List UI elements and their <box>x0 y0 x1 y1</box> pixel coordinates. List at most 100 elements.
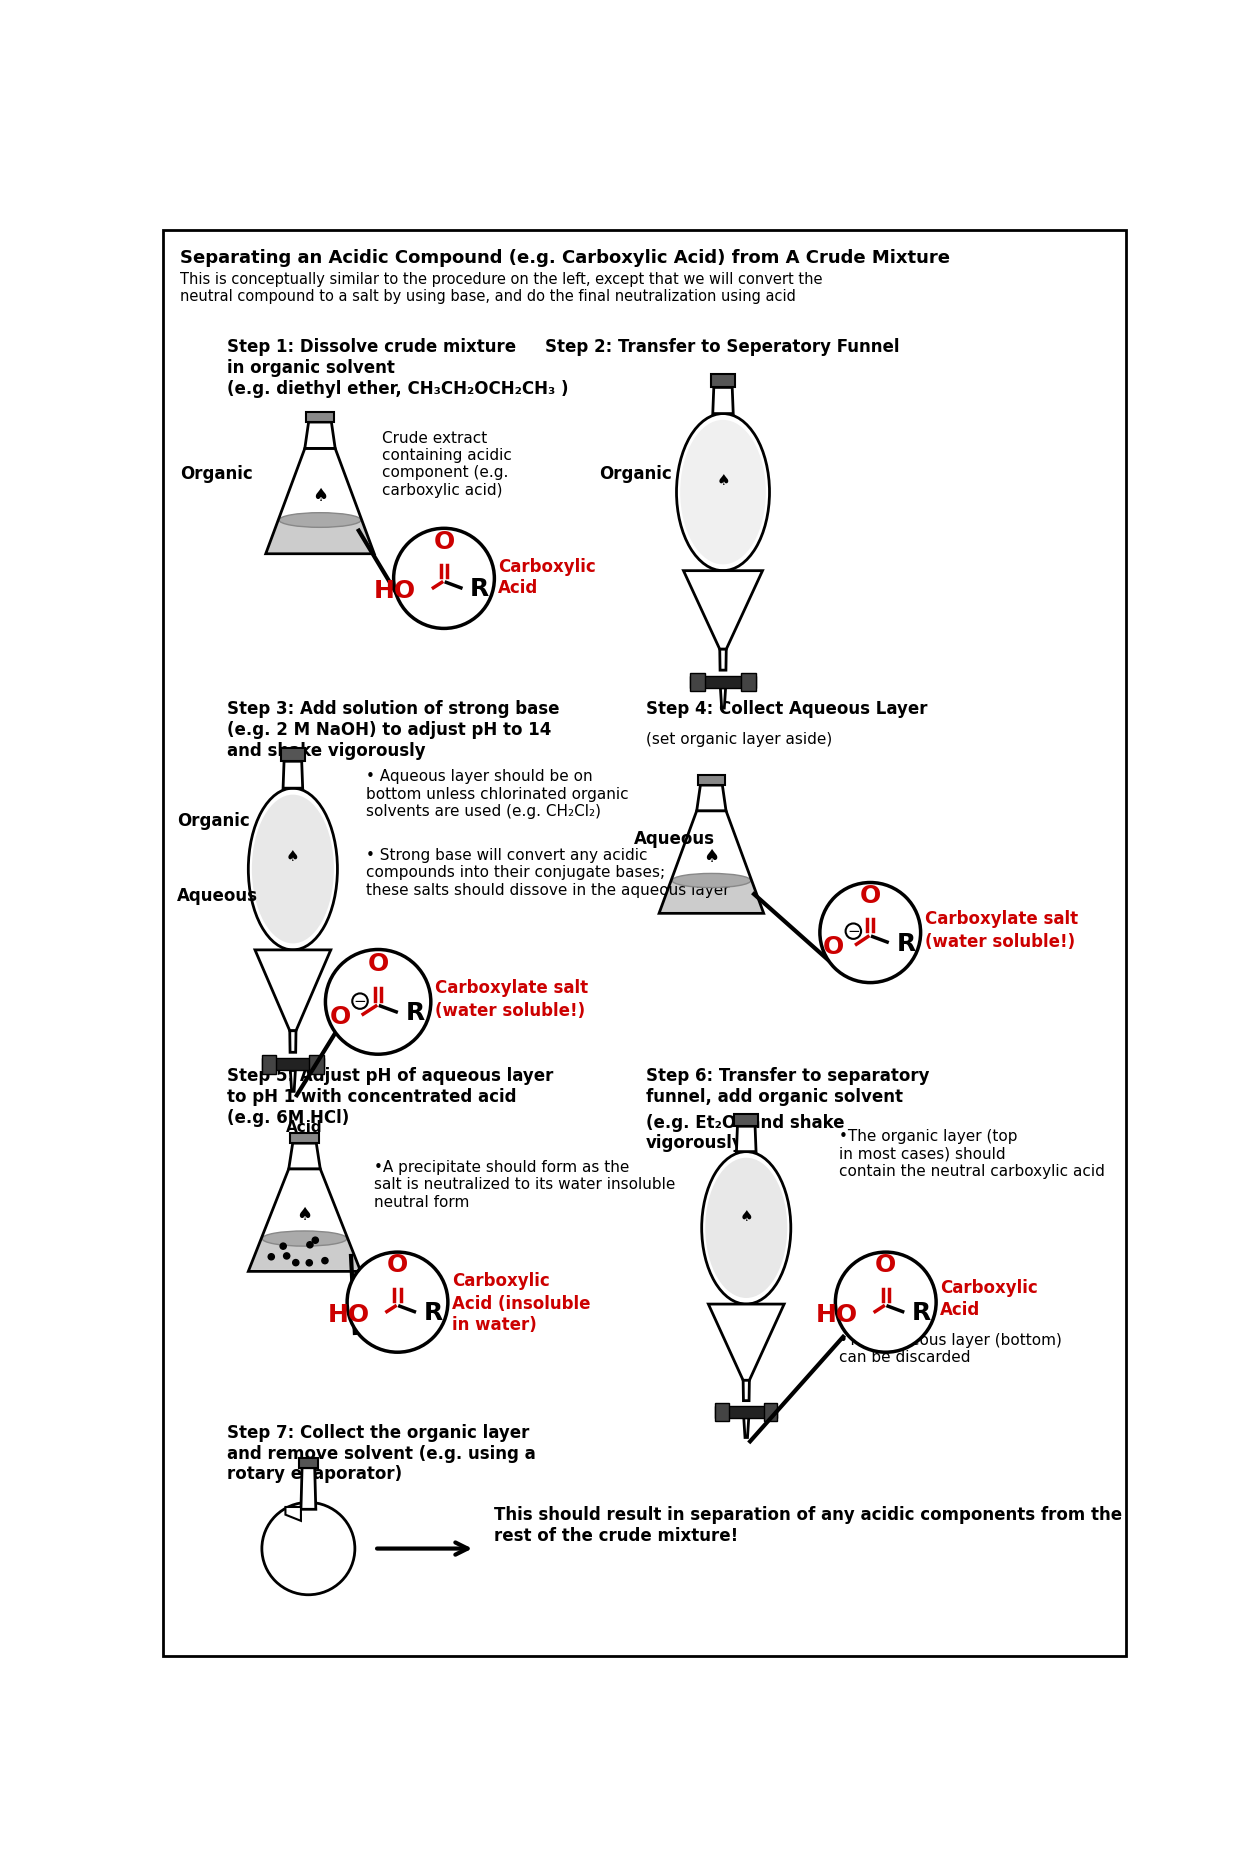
Circle shape <box>283 1253 289 1259</box>
Text: Organic: Organic <box>176 811 249 829</box>
Polygon shape <box>255 951 331 1031</box>
Text: ♠: ♠ <box>716 473 730 488</box>
Text: (set organic layer aside): (set organic layer aside) <box>645 732 832 747</box>
Text: −: − <box>847 923 859 940</box>
Bar <box>306 411 333 422</box>
Text: Carboxylic: Carboxylic <box>498 559 596 575</box>
Text: Carboxylic: Carboxylic <box>940 1280 1038 1296</box>
Circle shape <box>281 1242 287 1250</box>
Bar <box>309 1055 325 1074</box>
Text: Carboxylate salt: Carboxylate salt <box>925 910 1078 928</box>
Text: •A precipitate should form as the
salt is neutralized to its water insoluble
neu: •A precipitate should form as the salt i… <box>374 1160 676 1209</box>
Text: This should result in separation of any acidic components from the
rest of the c: This should result in separation of any … <box>494 1506 1122 1545</box>
Text: Acid: Acid <box>498 579 538 596</box>
Text: R: R <box>405 1001 425 1026</box>
Text: O: O <box>367 953 389 975</box>
Text: Step 6: Transfer to separatory
funnel, add organic solvent: Step 6: Transfer to separatory funnel, a… <box>645 1067 928 1106</box>
Polygon shape <box>283 762 303 788</box>
Bar <box>715 1403 728 1422</box>
Polygon shape <box>304 422 335 448</box>
Text: Aqueous: Aqueous <box>176 887 258 904</box>
Text: Step 2: Transfer to Seperatory Funnel: Step 2: Transfer to Seperatory Funnel <box>545 338 899 357</box>
Text: in water): in water) <box>452 1317 536 1334</box>
Text: R: R <box>897 932 916 956</box>
Text: O: O <box>330 1005 351 1029</box>
Text: R: R <box>424 1302 443 1324</box>
Text: Step 4: Collect Aqueous Layer: Step 4: Collect Aqueous Layer <box>645 700 927 717</box>
Text: (e.g. Et₂O) and shake
vigorously: (e.g. Et₂O) and shake vigorously <box>645 1113 844 1153</box>
Text: (water soluble!): (water soluble!) <box>925 932 1074 951</box>
Text: ♠: ♠ <box>286 850 299 865</box>
Circle shape <box>306 1259 312 1267</box>
Polygon shape <box>743 1418 749 1438</box>
Bar <box>698 775 725 785</box>
Text: O: O <box>387 1253 408 1278</box>
Circle shape <box>835 1252 936 1352</box>
Bar <box>281 747 304 762</box>
Text: HO: HO <box>374 579 416 603</box>
Circle shape <box>352 994 367 1009</box>
Text: Carboxylic: Carboxylic <box>452 1272 550 1289</box>
Polygon shape <box>289 1143 321 1169</box>
Circle shape <box>312 1237 318 1244</box>
Text: •The organic layer (top
in most cases) should
contain the neutral carboxylic aci: •The organic layer (top in most cases) s… <box>839 1128 1105 1179</box>
Bar <box>764 1403 777 1422</box>
Circle shape <box>307 1242 313 1248</box>
Polygon shape <box>720 650 726 671</box>
Text: O: O <box>433 529 454 553</box>
Text: Acid: Acid <box>286 1121 323 1136</box>
Ellipse shape <box>279 512 361 527</box>
Circle shape <box>347 1252 448 1352</box>
Text: O: O <box>876 1253 897 1278</box>
Text: • Strong base will convert any acidic
compounds into their conjugate bases;
thes: • Strong base will convert any acidic co… <box>366 848 730 899</box>
Text: ♠: ♠ <box>703 848 720 867</box>
Bar <box>291 1134 318 1143</box>
Bar <box>262 1059 325 1070</box>
Circle shape <box>268 1253 274 1259</box>
Polygon shape <box>708 1304 784 1380</box>
Polygon shape <box>289 1031 296 1052</box>
Polygon shape <box>697 785 726 811</box>
Text: −: − <box>353 994 366 1009</box>
Bar <box>711 374 736 387</box>
Text: ♠: ♠ <box>312 488 328 504</box>
Text: R: R <box>470 577 489 601</box>
Circle shape <box>845 923 862 940</box>
Circle shape <box>322 1257 328 1265</box>
Circle shape <box>262 1502 355 1595</box>
Polygon shape <box>721 687 726 708</box>
Bar <box>299 1459 318 1468</box>
Ellipse shape <box>681 420 766 564</box>
Polygon shape <box>708 1304 784 1326</box>
Text: Organic: Organic <box>180 465 253 484</box>
Polygon shape <box>291 1070 296 1091</box>
Text: • Aqueous layer should be on
bottom unless chlorinated organic
solvents are used: • Aqueous layer should be on bottom unle… <box>366 770 629 820</box>
Text: ♠: ♠ <box>740 1209 754 1224</box>
Text: Separating an Acidic Compound (e.g. Carboxylic Acid) from A Crude Mixture: Separating an Acidic Compound (e.g. Carb… <box>180 248 951 267</box>
Text: This is conceptually similar to the procedure on the left, except that we will c: This is conceptually similar to the proc… <box>180 273 823 304</box>
Text: Organic: Organic <box>599 465 672 482</box>
Text: ♠: ♠ <box>297 1207 312 1224</box>
Circle shape <box>326 949 430 1054</box>
Text: R: R <box>912 1302 931 1324</box>
Polygon shape <box>743 1380 750 1401</box>
Polygon shape <box>683 570 762 650</box>
Bar <box>735 1113 759 1126</box>
Circle shape <box>820 882 921 983</box>
Polygon shape <box>250 1238 359 1270</box>
Bar <box>715 1407 777 1418</box>
Bar <box>691 676 756 687</box>
Bar <box>691 672 704 691</box>
Ellipse shape <box>672 874 751 887</box>
Circle shape <box>394 529 494 628</box>
Polygon shape <box>286 1507 301 1521</box>
Text: HO: HO <box>327 1302 370 1326</box>
Polygon shape <box>660 880 762 912</box>
Polygon shape <box>736 1126 756 1153</box>
Ellipse shape <box>706 1158 788 1298</box>
Circle shape <box>293 1259 299 1267</box>
Polygon shape <box>713 387 733 413</box>
Polygon shape <box>255 951 331 979</box>
Bar <box>262 1055 277 1074</box>
Text: •The aqueous layer (bottom)
can be discarded: •The aqueous layer (bottom) can be disca… <box>839 1334 1062 1366</box>
